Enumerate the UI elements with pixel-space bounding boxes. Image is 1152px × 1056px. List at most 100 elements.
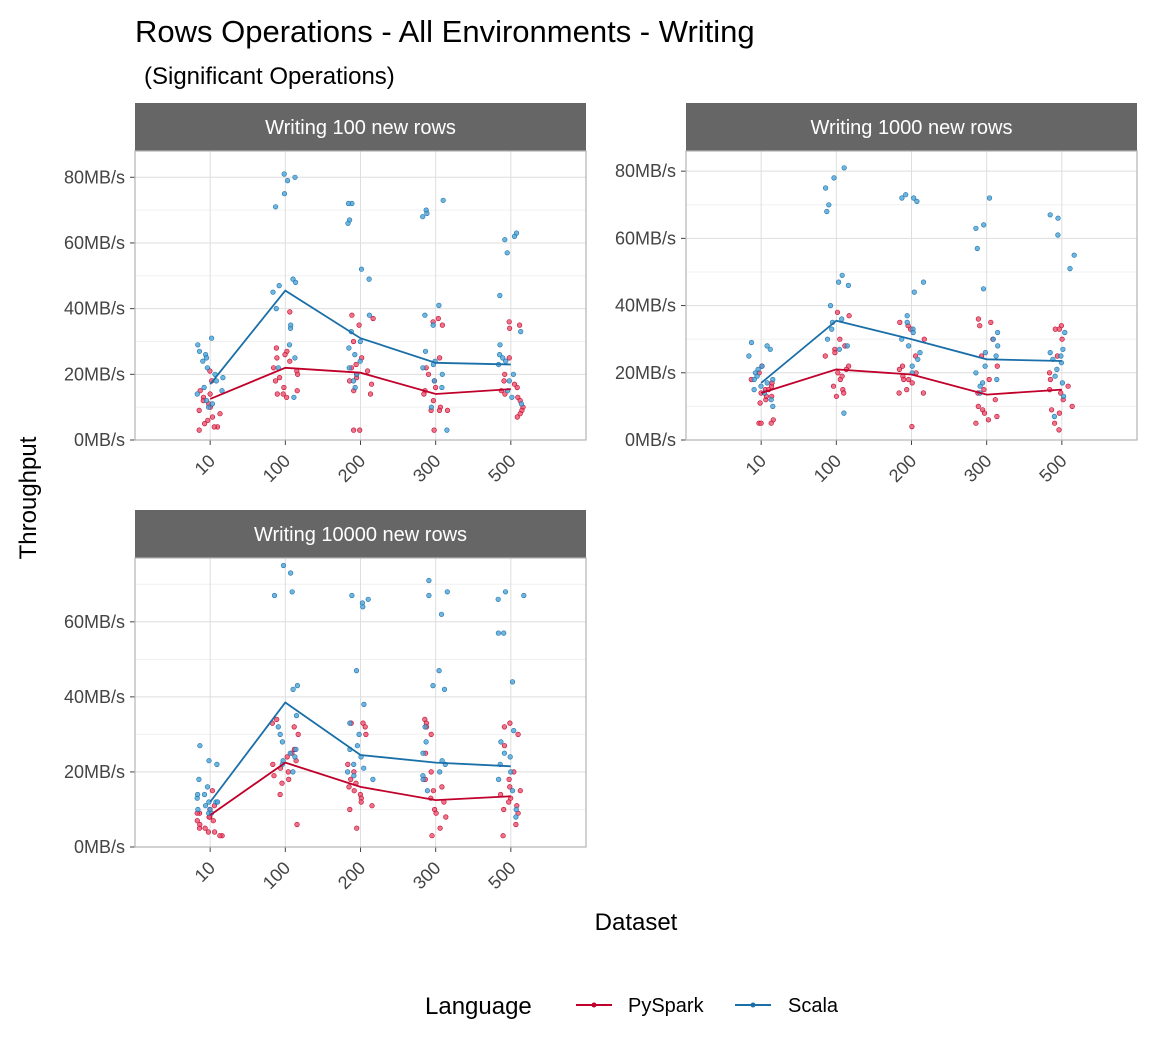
data-point (835, 279, 842, 285)
data-point (516, 322, 523, 328)
data-point (822, 353, 828, 359)
data-point (497, 342, 503, 348)
data-point (290, 686, 296, 693)
legend-key-scala-point (750, 1002, 756, 1008)
data-point (759, 363, 765, 369)
data-point (506, 776, 512, 783)
data-point (358, 799, 364, 805)
data-point (506, 355, 512, 361)
data-point (274, 391, 280, 397)
x-tick-label: 200 (885, 451, 920, 486)
data-point (904, 319, 910, 326)
x-tick-label: 500 (1035, 451, 1070, 486)
data-point (219, 388, 225, 394)
facet-panels: Writing 100 new rows 0MB/s 20MB/s 40MB/s 60M… (64, 103, 1138, 893)
data-point (834, 309, 841, 315)
data-point (1059, 380, 1065, 386)
data-point (986, 376, 992, 383)
data-point (361, 765, 367, 771)
data-point (288, 570, 294, 576)
data-point (430, 788, 437, 794)
data-point (365, 596, 371, 602)
data-point (348, 776, 354, 783)
data-point (994, 363, 1000, 369)
data-point (835, 370, 841, 376)
data-point (205, 829, 211, 835)
data-point (444, 589, 450, 595)
data-point (1047, 212, 1053, 218)
series-line-scala (209, 289, 511, 385)
x-axis-title: Dataset (595, 909, 678, 936)
data-point (768, 420, 774, 426)
data-point (433, 384, 439, 391)
data-point (981, 410, 988, 416)
facet-strip-label: Writing 100 new rows (265, 117, 456, 139)
data-point (904, 387, 910, 393)
y-tick-label: 40MB/s (64, 299, 125, 319)
legend-label-pyspark: PySpark (628, 995, 705, 1017)
data-point (436, 407, 443, 414)
data-point (911, 195, 917, 201)
data-point (977, 323, 983, 329)
data-point (982, 350, 989, 356)
data-point (521, 592, 527, 599)
data-point (498, 739, 504, 745)
data-point (832, 350, 838, 356)
data-point (363, 731, 369, 738)
data-point (827, 303, 834, 309)
data-point (510, 371, 517, 377)
x-tick-label: 200 (334, 858, 369, 893)
data-point (430, 322, 436, 328)
data-point (210, 818, 216, 824)
data-point (899, 195, 905, 201)
data-point (439, 322, 446, 328)
plot-border (134, 557, 587, 848)
data-point (281, 191, 288, 197)
legend-key-pyspark-point (591, 1002, 597, 1008)
data-point (420, 214, 426, 220)
data-point (897, 319, 903, 326)
data-point (202, 825, 208, 831)
data-point (287, 325, 294, 331)
data-point (973, 370, 979, 376)
data-point (270, 289, 276, 295)
data-point (428, 731, 434, 738)
y-tick-label: 20MB/s (615, 363, 676, 383)
data-point (511, 233, 518, 239)
data-point (206, 758, 212, 764)
data-point (509, 394, 515, 400)
data-point (203, 355, 210, 361)
data-point (437, 769, 443, 775)
data-point (845, 282, 852, 289)
data-point (514, 384, 520, 391)
data-point (506, 378, 512, 384)
data-point (909, 363, 915, 369)
data-point (507, 754, 513, 760)
data-point (291, 724, 297, 730)
data-point (353, 361, 359, 368)
data-point (217, 411, 223, 417)
data-point (362, 724, 368, 730)
data-point (351, 761, 357, 768)
data-point (286, 776, 292, 783)
data-point (833, 393, 840, 399)
data-point (755, 366, 761, 373)
data-point (501, 630, 507, 636)
data-point (518, 401, 525, 407)
data-point (503, 358, 509, 364)
data-point (287, 750, 293, 756)
data-point (285, 769, 291, 775)
data-point (352, 384, 358, 391)
data-point (746, 353, 752, 359)
data-point (361, 701, 367, 708)
data-point (822, 185, 829, 191)
data-point (824, 336, 831, 342)
data-point (214, 761, 220, 768)
y-tick-label: 60MB/s (64, 233, 125, 253)
data-point (294, 388, 300, 394)
data-point (212, 829, 218, 835)
data-point (995, 343, 1001, 349)
legend-label-scala: Scala (788, 995, 839, 1017)
data-point (346, 784, 352, 790)
x-tick-label: 500 (484, 451, 519, 486)
